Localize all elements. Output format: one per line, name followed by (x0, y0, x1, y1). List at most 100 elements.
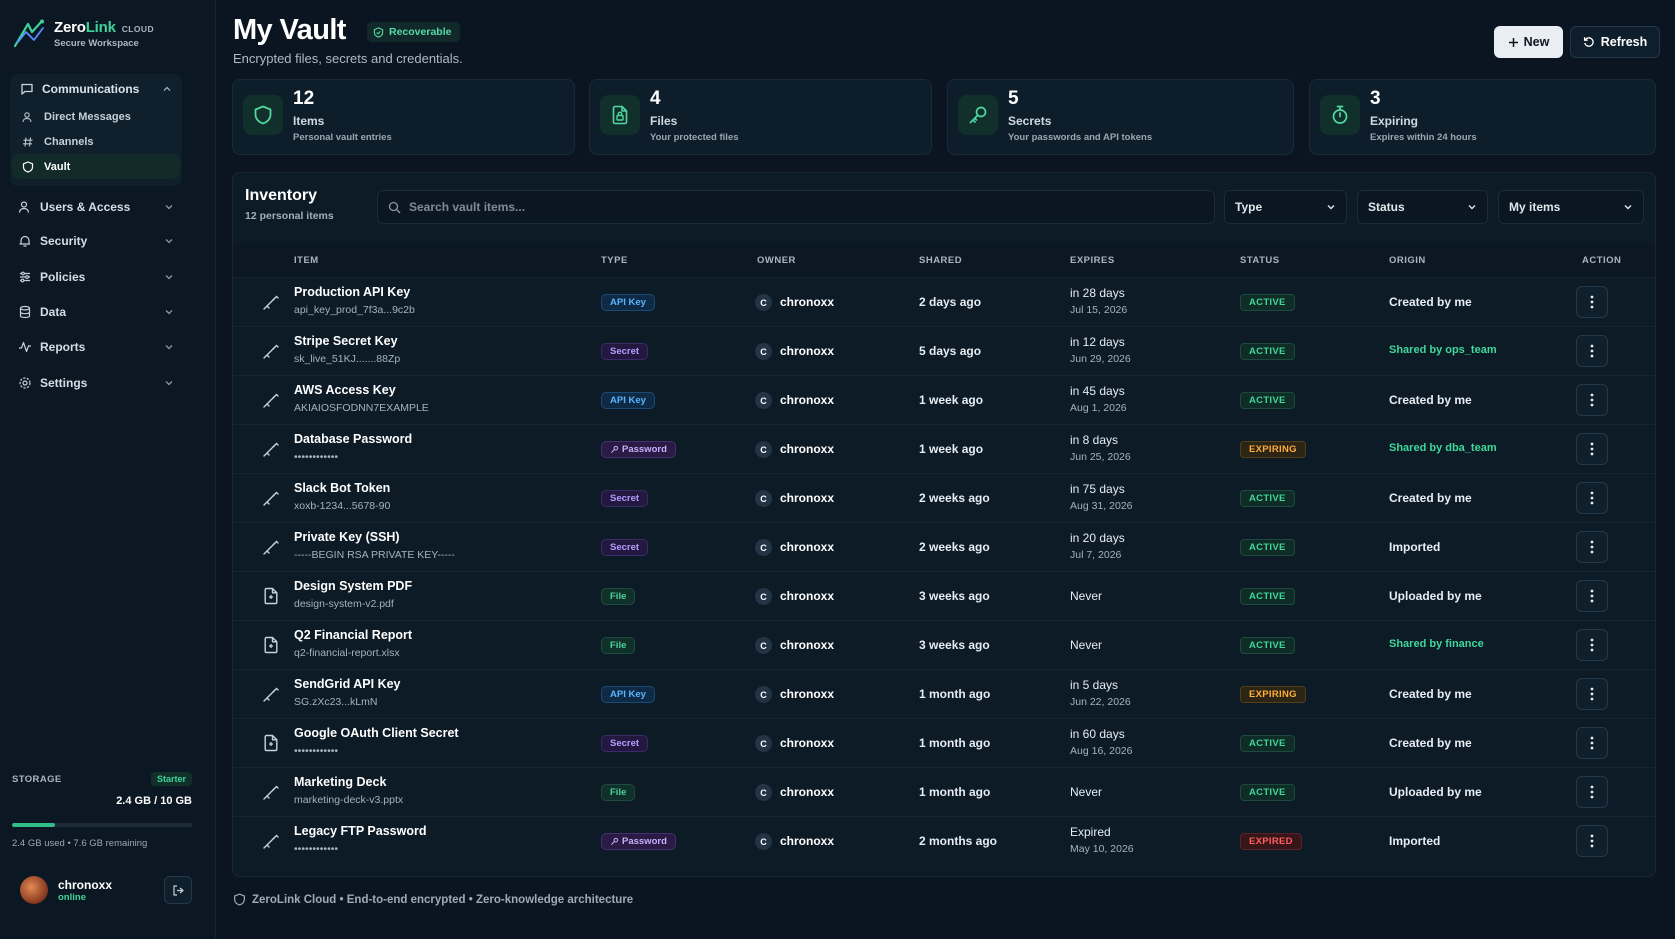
expires-date: Aug 31, 2026 (1070, 500, 1133, 512)
more-vertical-icon (1590, 834, 1594, 848)
nav-communications-label: Communications (42, 82, 140, 96)
row-actions-button[interactable] (1576, 629, 1608, 661)
expires-value: in 5 days (1070, 678, 1119, 692)
sidebar-item-reports[interactable]: Reports (10, 333, 182, 361)
recoverable-badge-label: Recoverable (389, 26, 452, 38)
scope-filter-value: My items (1509, 200, 1561, 214)
more-vertical-icon (1590, 393, 1594, 407)
row-actions-button[interactable] (1576, 286, 1608, 318)
brand[interactable]: ZeroLink CLOUD Secure Workspace (12, 18, 154, 50)
table-row[interactable]: Slack Bot Token xoxb-1234...5678-90 Secret… (233, 473, 1655, 522)
stat-label: Files (650, 114, 678, 128)
row-actions-button[interactable] (1576, 482, 1608, 514)
table-row[interactable]: Q2 Financial Report q2-financial-report.x… (233, 620, 1655, 669)
sidebar-item-users-access[interactable]: Users & Access (10, 193, 182, 221)
row-actions-button[interactable] (1576, 335, 1608, 367)
row-actions-button[interactable] (1576, 384, 1608, 416)
row-actions-button[interactable] (1576, 531, 1608, 563)
refresh-button[interactable]: Refresh (1570, 26, 1660, 58)
row-actions-button[interactable] (1576, 433, 1608, 465)
item-name: Slack Bot Token (294, 481, 391, 495)
sidebar-item-settings[interactable]: Settings (10, 369, 182, 397)
item-name: AWS Access Key (294, 383, 396, 397)
origin-text: Imported (1389, 834, 1441, 848)
sidebar-item-vault[interactable]: Vault (12, 154, 180, 179)
type-badge: File (601, 637, 636, 654)
owner-name: chronoxx (780, 736, 835, 750)
chevron-down-icon (165, 205, 173, 210)
origin-text[interactable]: Shared by ops_team (1389, 344, 1497, 356)
storage-note: 2.4 GB used • 7.6 GB remaining (12, 838, 148, 849)
type-badge: Password (601, 441, 676, 458)
table-row[interactable]: Legacy FTP Password •••••••••••• Password C… (233, 816, 1655, 865)
key-icon (261, 439, 281, 459)
row-actions-button[interactable] (1576, 776, 1608, 808)
expires-value: Never (1070, 785, 1103, 799)
shared-time: 1 month ago (919, 785, 991, 799)
table-row[interactable]: Production API Key api_key_prod_7f3a...9c… (233, 277, 1655, 326)
new-button[interactable]: New (1494, 26, 1563, 58)
owner-name: chronoxx (780, 442, 835, 456)
status-badge: ACTIVE (1240, 539, 1295, 556)
table-row[interactable]: Google OAuth Client Secret •••••••••••• Se… (233, 718, 1655, 767)
recoverable-badge: Recoverable (367, 22, 461, 42)
origin-text[interactable]: Shared by dba_team (1389, 442, 1497, 454)
type-badge-label: API Key (610, 689, 646, 700)
storage-plan-badge: Starter (150, 772, 192, 786)
type-badge: Secret (601, 490, 649, 507)
row-actions-button[interactable] (1576, 727, 1608, 759)
logout-button[interactable] (164, 876, 192, 904)
table-row[interactable]: AWS Access Key AKIAIOSFODNN7EXAMPLE API Ke… (233, 375, 1655, 424)
status-filter-select[interactable]: Status (1357, 190, 1488, 224)
expires-value: in 12 days (1070, 335, 1125, 349)
file-icon (261, 733, 281, 753)
user-status: online (58, 891, 86, 903)
origin-text[interactable]: Shared by finance (1389, 638, 1484, 650)
row-actions-button[interactable] (1576, 580, 1608, 612)
key-icon (261, 341, 281, 361)
item-name: SendGrid API Key (294, 677, 401, 691)
table-row[interactable]: Stripe Secret Key sk_live_51KJ.......88Zp… (233, 326, 1655, 375)
key-icon (261, 390, 281, 410)
expires-date: Aug 1, 2026 (1070, 402, 1127, 414)
search-box (377, 190, 1215, 224)
more-vertical-icon (1590, 638, 1594, 652)
chevron-down-icon (165, 310, 173, 315)
table-row[interactable]: Private Key (SSH) -----BEGIN RSA PRIVATE … (233, 522, 1655, 571)
table-row[interactable]: Design System PDF design-system-v2.pdf Fil… (233, 571, 1655, 620)
status-badge: ACTIVE (1240, 637, 1295, 654)
item-subtitle: design-system-v2.pdf (294, 598, 394, 610)
expires-value: in 8 days (1070, 433, 1119, 447)
item-subtitle: •••••••••••• (294, 843, 339, 855)
sidebar-item-policies[interactable]: Policies (10, 263, 182, 291)
shared-time: 3 weeks ago (919, 638, 990, 652)
type-filter-value: Type (1235, 200, 1263, 214)
search-input[interactable] (409, 200, 1204, 214)
owner-name: chronoxx (780, 834, 835, 848)
key-icon (261, 782, 281, 802)
scope-filter-select[interactable]: My items (1498, 190, 1644, 224)
sidebar-item-label: Reports (40, 340, 86, 354)
expires-date: Jul 15, 2026 (1070, 304, 1128, 316)
sidebar-item-channels[interactable]: Channels (10, 129, 182, 154)
sidebar-item-data[interactable]: Data (10, 298, 182, 326)
timer-icon (1332, 105, 1348, 124)
type-badge-label: File (610, 640, 627, 651)
owner-avatar: C (755, 343, 772, 360)
user-profile[interactable]: chronoxx online (20, 874, 192, 906)
sidebar-item-label: Users & Access (40, 200, 131, 214)
type-filter-select[interactable]: Type (1224, 190, 1347, 224)
table-row[interactable]: Marketing Deck marketing-deck-v3.pptx File… (233, 767, 1655, 816)
row-actions-button[interactable] (1576, 678, 1608, 710)
item-subtitle: AKIAIOSFODNN7EXAMPLE (294, 402, 429, 414)
status-badge: EXPIRING (1240, 441, 1306, 458)
item-subtitle: q2-financial-report.xlsx (294, 647, 400, 659)
sidebar-item-security[interactable]: Security (10, 227, 182, 255)
item-name: Private Key (SSH) (294, 530, 400, 544)
sidebar-item-direct-messages[interactable]: Direct Messages (10, 104, 182, 129)
item-name: Legacy FTP Password (294, 824, 427, 838)
row-actions-button[interactable] (1576, 825, 1608, 857)
nav-communications-toggle[interactable]: Communications (10, 74, 182, 104)
